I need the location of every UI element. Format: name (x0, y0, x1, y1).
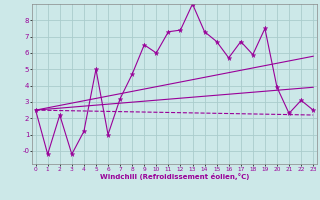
X-axis label: Windchill (Refroidissement éolien,°C): Windchill (Refroidissement éolien,°C) (100, 173, 249, 180)
